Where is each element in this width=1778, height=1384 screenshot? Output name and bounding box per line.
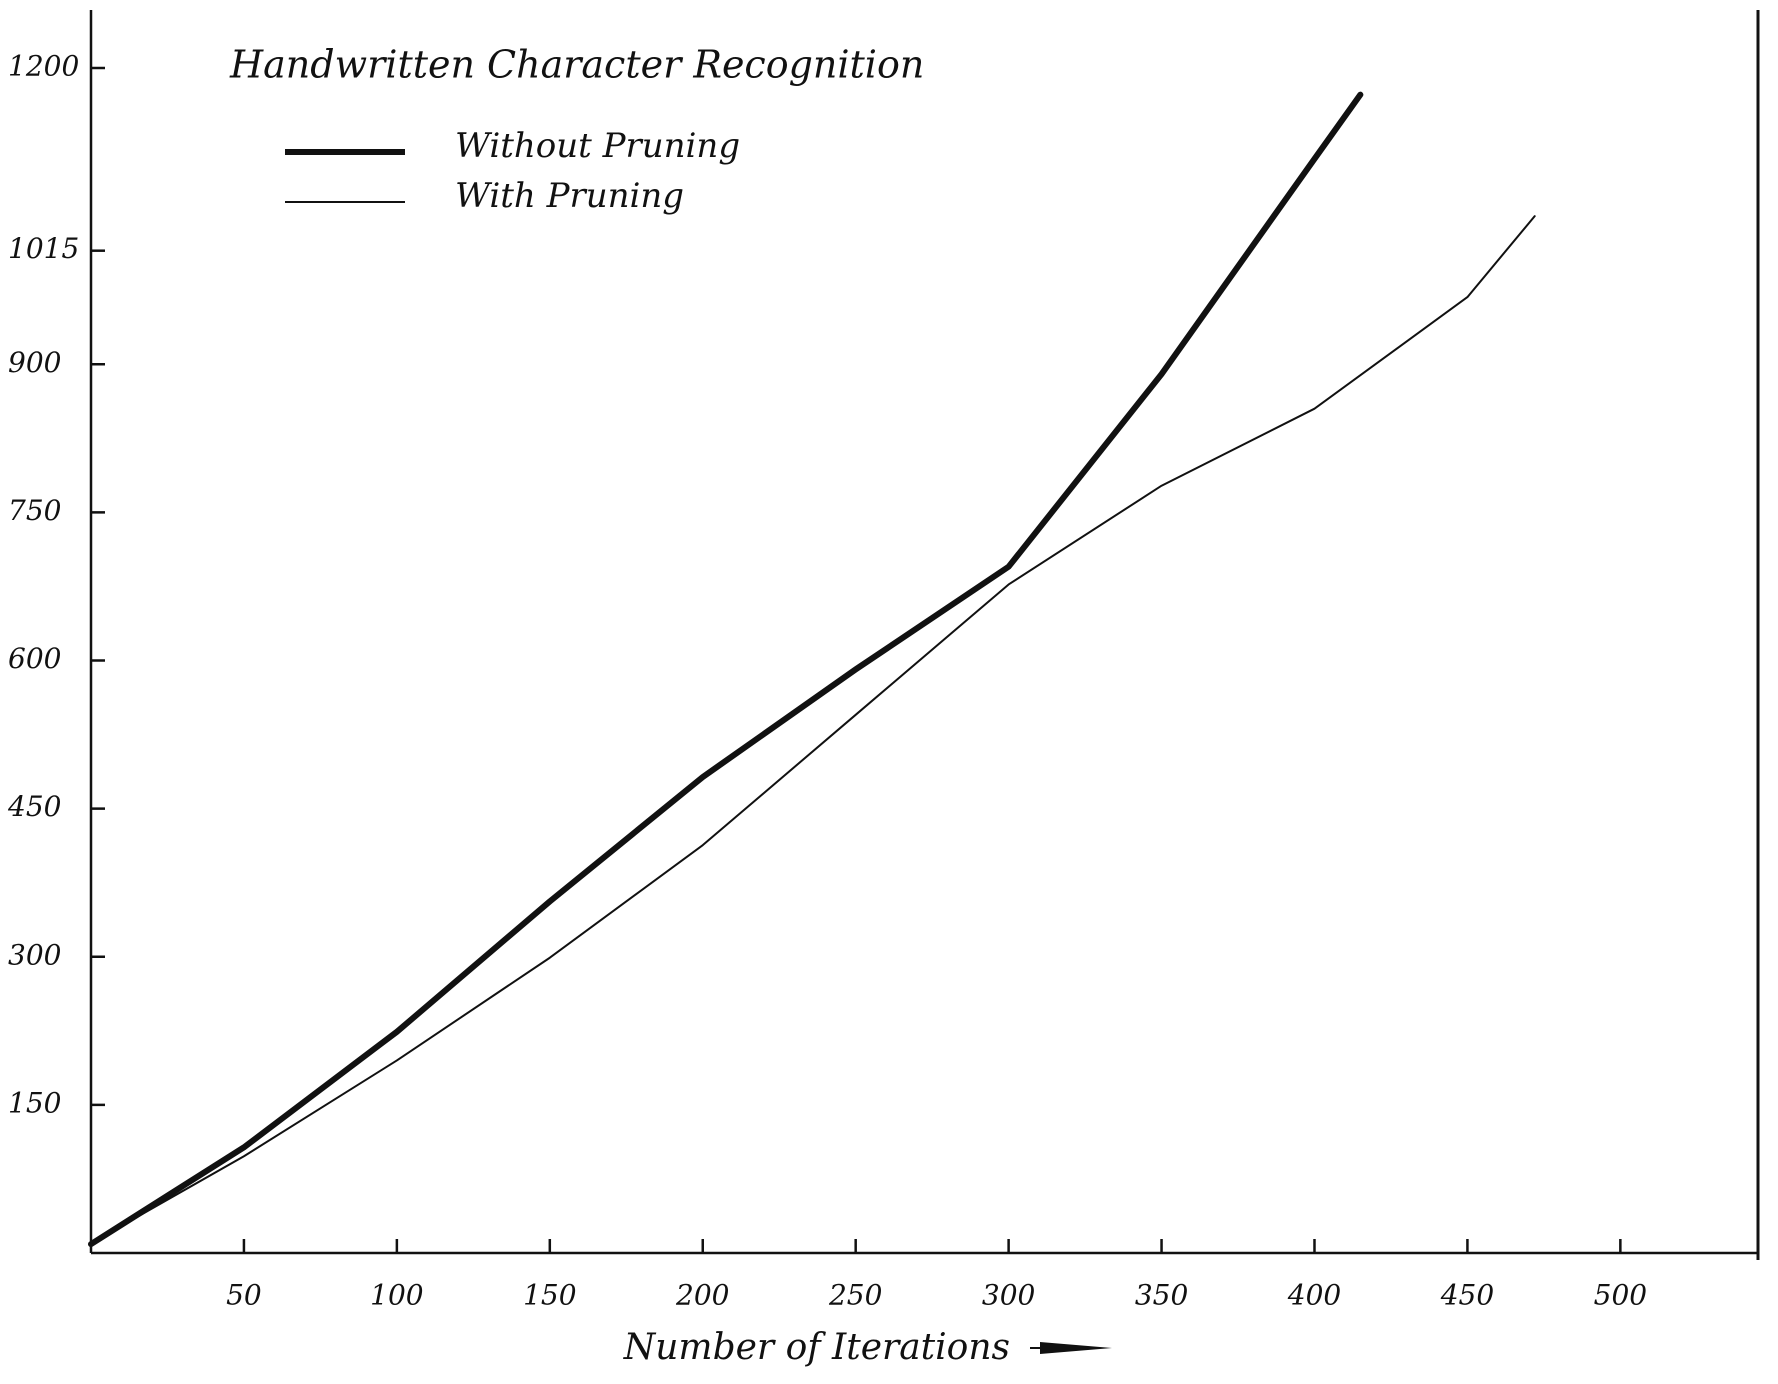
y-tick-label: 450: [7, 790, 61, 823]
x-tick-label: 350: [1135, 1279, 1188, 1312]
x-axis-label: Number of Iterations: [623, 1327, 1010, 1368]
x-tick-label: 50: [226, 1279, 262, 1312]
legend-label: Without Pruning: [455, 126, 740, 166]
x-tick-label: 400: [1287, 1279, 1341, 1312]
y-tick-label: 300: [8, 938, 61, 971]
y-tick-label: 600: [8, 642, 61, 675]
paper: [0, 0, 1778, 1384]
y-tick-label: 150: [8, 1086, 61, 1119]
x-tick-label: 150: [523, 1279, 576, 1312]
y-tick-label: 1200: [8, 50, 79, 83]
x-tick-label: 250: [828, 1279, 882, 1312]
y-tick-label: 750: [8, 494, 61, 527]
chart-title: Handwritten Character Recognition: [229, 43, 924, 87]
legend-label: With Pruning: [455, 176, 684, 216]
x-tick-label: 200: [675, 1279, 729, 1312]
x-tick-label: 300: [982, 1279, 1035, 1312]
y-tick-label: 1015: [8, 232, 79, 265]
x-tick-label: 450: [1440, 1279, 1494, 1312]
x-tick-label: 500: [1594, 1279, 1647, 1312]
chart: Handwritten Character Recognition Number…: [0, 0, 1778, 1384]
x-tick-label: 100: [370, 1279, 423, 1312]
y-tick-label: 900: [8, 346, 61, 379]
